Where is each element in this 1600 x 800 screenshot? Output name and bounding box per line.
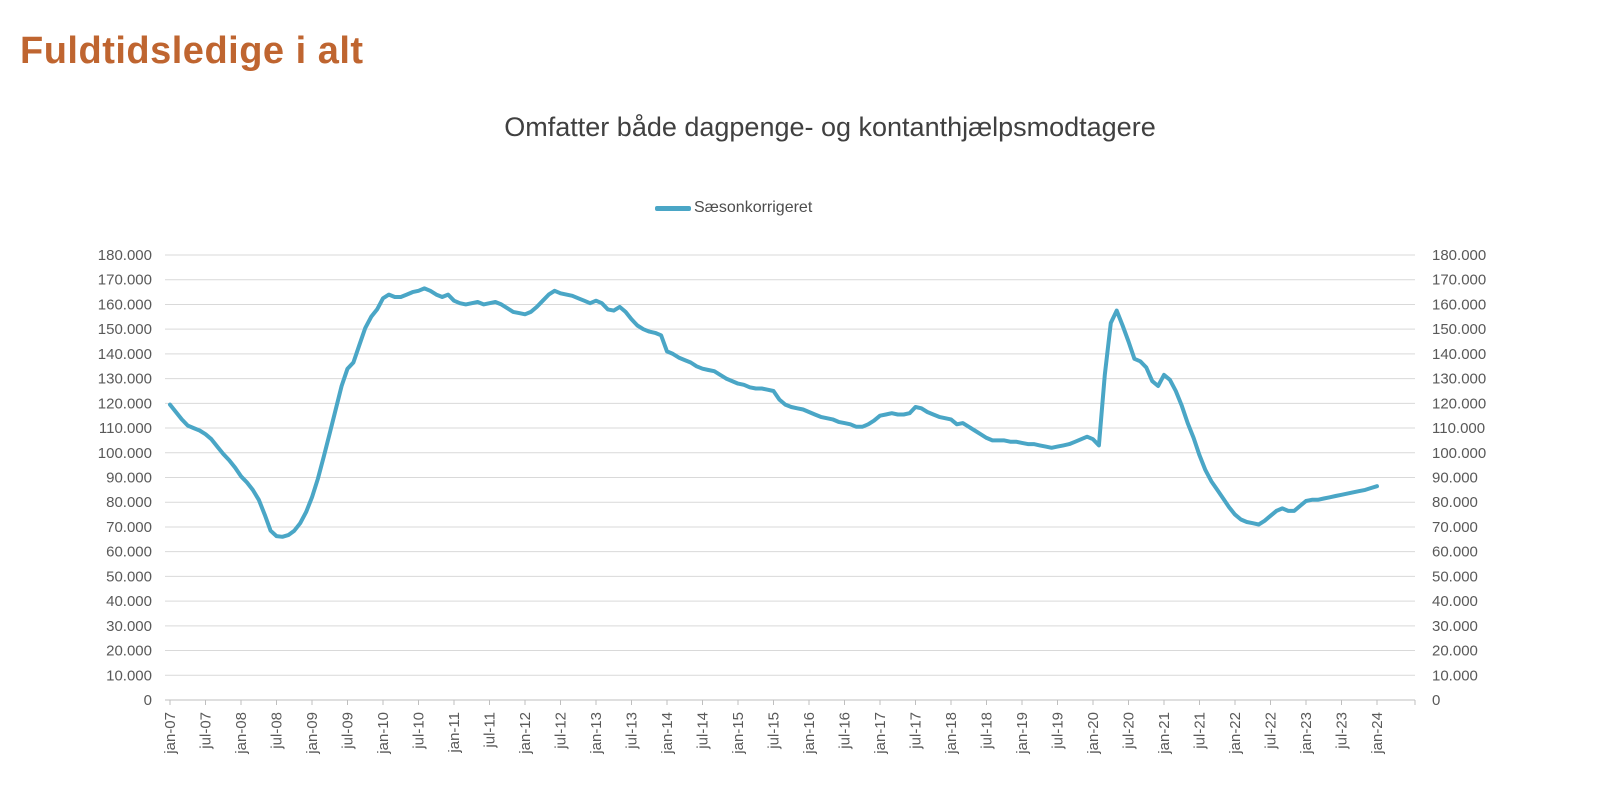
y-axis-label-right: 90.000 <box>1432 470 1478 487</box>
x-axis-label: jan-12 <box>517 712 534 755</box>
y-axis-label-left: 40.000 <box>106 593 152 610</box>
y-axis-label-left: 50.000 <box>106 568 152 585</box>
y-axis-label-right: 10.000 <box>1432 667 1478 684</box>
x-axis-label: jul-16 <box>837 712 854 750</box>
x-axis-label: jul-23 <box>1334 712 1351 750</box>
y-axis-label-right: 0 <box>1432 692 1440 709</box>
y-axis-label-left: 10.000 <box>106 667 152 684</box>
chart-legend: Sæsonkorrigeret <box>655 199 812 217</box>
x-axis-label: jul-11 <box>482 712 499 749</box>
y-axis-label-right: 80.000 <box>1432 494 1478 511</box>
y-axis-label-right: 30.000 <box>1432 618 1478 635</box>
y-axis-label-right: 140.000 <box>1432 346 1486 363</box>
x-axis-label: jul-08 <box>269 712 286 750</box>
x-axis-label: jan-22 <box>1227 712 1244 755</box>
y-axis-label-right: 20.000 <box>1432 643 1478 660</box>
y-axis-label-left: 60.000 <box>106 544 152 561</box>
y-axis-label-left: 0 <box>144 692 152 709</box>
x-axis-label: jul-07 <box>198 712 215 750</box>
x-axis-label: jul-22 <box>1263 712 1280 750</box>
x-axis-label: jan-17 <box>872 712 889 755</box>
page-title: Fuldtidsledige i alt <box>20 30 364 72</box>
y-axis-label-right: 120.000 <box>1432 395 1486 412</box>
chart-title: Omfatter både dagpenge- og kontanthjælps… <box>504 112 1156 142</box>
x-axis-label: jan-14 <box>659 712 676 755</box>
y-axis-label-right: 150.000 <box>1432 321 1486 338</box>
x-axis-label: jan-21 <box>1156 712 1173 755</box>
y-axis-label-right: 160.000 <box>1432 296 1486 313</box>
y-axis-label-left: 140.000 <box>98 346 152 363</box>
x-axis-label: jan-13 <box>588 712 605 755</box>
y-axis-label-left: 100.000 <box>98 445 152 462</box>
y-axis-label-right: 180.000 <box>1432 247 1486 264</box>
y-axis-label-right: 130.000 <box>1432 371 1486 388</box>
x-axis-label: jul-17 <box>908 712 925 750</box>
x-axis-label: jul-21 <box>1192 712 1209 750</box>
y-axis-label-left: 120.000 <box>98 395 152 412</box>
legend-line-swatch <box>655 205 691 211</box>
y-axis-label-left: 130.000 <box>98 371 152 388</box>
x-axis-label: jan-23 <box>1298 712 1315 755</box>
series-line-saesonkorrigeret <box>168 286 1379 539</box>
y-axis-label-left: 90.000 <box>106 470 152 487</box>
x-axis-label: jul-12 <box>553 712 570 750</box>
y-axis-label-left: 70.000 <box>106 519 152 536</box>
x-axis-label: jul-20 <box>1121 712 1138 750</box>
x-axis-label: jan-09 <box>304 712 321 755</box>
y-axis-label-left: 30.000 <box>106 618 152 635</box>
y-axis-label-right: 40.000 <box>1432 593 1478 610</box>
x-axis-label: jan-24 <box>1369 712 1386 755</box>
x-axis-label: jan-19 <box>1014 712 1031 755</box>
x-axis-label: jan-18 <box>943 712 960 755</box>
y-axis-label-left: 150.000 <box>98 321 152 338</box>
x-axis-label: jan-10 <box>375 712 392 755</box>
y-axis-label-left: 160.000 <box>98 296 152 313</box>
x-axis-label: jan-20 <box>1085 712 1102 755</box>
x-axis-label: jan-08 <box>233 712 250 755</box>
x-axis-label: jul-18 <box>979 712 996 750</box>
x-axis-label: jul-10 <box>411 712 428 750</box>
y-axis-label-left: 180.000 <box>98 247 152 264</box>
x-axis-label: jan-16 <box>801 712 818 755</box>
legend-series-label: Sæsonkorrigeret <box>694 199 813 216</box>
x-axis-label: jan-11 <box>446 712 463 754</box>
x-axis-label: jan-07 <box>162 712 179 755</box>
y-axis-label-right: 50.000 <box>1432 568 1478 585</box>
y-axis-label-right: 60.000 <box>1432 544 1478 561</box>
y-axis-label-right: 70.000 <box>1432 519 1478 536</box>
y-axis-label-left: 80.000 <box>106 494 152 511</box>
y-axis-label-left: 170.000 <box>98 272 152 289</box>
y-axis-label-right: 170.000 <box>1432 272 1486 289</box>
x-axis-label: jul-13 <box>624 712 641 750</box>
y-axis-label-right: 110.000 <box>1432 420 1485 437</box>
x-axis-label: jul-14 <box>695 712 712 750</box>
y-axis-label-right: 100.000 <box>1432 445 1486 462</box>
y-axis-label-left: 110.000 <box>99 420 152 437</box>
y-axis-label-left: 20.000 <box>106 643 152 660</box>
x-axis-label: jan-15 <box>730 712 747 755</box>
x-axis-label: jul-19 <box>1050 712 1067 750</box>
x-axis-label: jul-09 <box>340 712 357 750</box>
x-axis-label: jul-15 <box>766 712 783 750</box>
